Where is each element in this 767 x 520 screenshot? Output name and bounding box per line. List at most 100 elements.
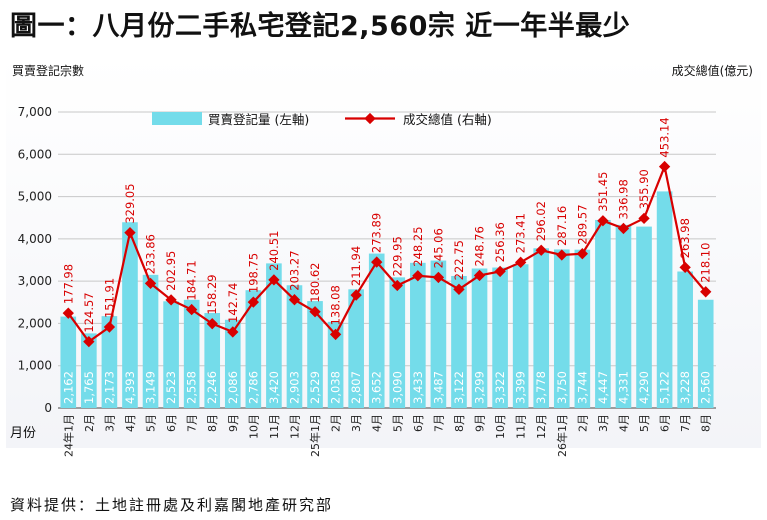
line-value-label: 273.41 [514, 213, 528, 253]
line-point [535, 244, 547, 256]
line-value-label: 211.94 [349, 246, 363, 286]
line-point [206, 318, 218, 330]
x-tick-label: 2月 [330, 414, 343, 432]
bar-value-label: 3,744 [575, 371, 589, 404]
x-tick-label: 8月 [206, 414, 219, 432]
bar-value-label: 3,122 [452, 371, 466, 404]
line-point [247, 296, 260, 308]
line-point [700, 286, 712, 298]
bar [533, 248, 550, 408]
bar [430, 260, 447, 408]
line-value-label: 180.62 [308, 263, 322, 303]
x-tick-label: 6月 [412, 414, 425, 432]
x-tick-label: 7月 [432, 414, 445, 432]
line-point [638, 212, 650, 225]
bar-value-label: 2,529 [308, 371, 322, 404]
bar [163, 301, 179, 408]
line-value-label: 351.45 [596, 171, 610, 211]
x-tick-label: 4月 [371, 414, 384, 432]
bar [101, 316, 118, 408]
bar-value-label: 2,558 [185, 371, 199, 404]
line-value-label: 203.27 [287, 250, 301, 290]
bar [636, 226, 652, 408]
line-point [514, 256, 527, 268]
line-point [185, 303, 198, 316]
bar-value-label: 1,765 [82, 371, 96, 404]
x-tick-label: 10月 [494, 414, 507, 439]
y-tick-label: 2,000 [18, 316, 52, 330]
bar-value-label: 4,393 [123, 371, 137, 404]
bar [245, 290, 262, 408]
x-tick-label: 8月 [700, 414, 713, 432]
bar-value-label: 3,299 [473, 371, 487, 404]
bar-value-label: 3,090 [390, 371, 404, 404]
legend-bar-label: 買賣登記量 (左軸) [208, 112, 309, 127]
line-point [473, 269, 486, 282]
bar [368, 253, 385, 408]
bar [595, 219, 611, 408]
bar [348, 289, 364, 408]
bar [677, 271, 693, 408]
y-tick-label: 5,000 [18, 190, 52, 204]
chart-title: 圖一：八月份二手私宅登記2,560宗 近一年半最少 [10, 11, 631, 42]
line-value-label: 336.98 [616, 179, 630, 219]
x-tick-label: 7月 [186, 414, 199, 432]
right-axis-label: 成交總值(億元) [671, 64, 753, 78]
bar-value-label: 2,246 [205, 371, 219, 404]
y-tick-label: 4,000 [18, 232, 52, 246]
line-value-label: 222.75 [452, 240, 466, 280]
bar-value-label: 2,173 [102, 371, 116, 404]
bar-value-label: 4,447 [596, 371, 610, 404]
x-tick-label: 7月 [679, 414, 692, 432]
line-point [268, 274, 280, 286]
x-tick-label: 12月 [535, 414, 548, 439]
bar [615, 224, 632, 408]
y-tick-label: 1,000 [18, 359, 52, 373]
line-point [165, 294, 177, 306]
line-value-label: 289.57 [575, 204, 589, 244]
bar-value-label: 3,322 [493, 371, 507, 404]
line-value-label: 263.98 [678, 218, 692, 258]
line-value-label: 158.29 [205, 274, 219, 314]
line-point [453, 283, 465, 295]
bar [224, 319, 241, 408]
line-value-label: 198.75 [246, 253, 260, 293]
line-point [144, 277, 157, 290]
bar [389, 277, 406, 408]
bar-value-label: 3,778 [534, 371, 548, 404]
bar-value-label: 3,399 [514, 371, 528, 404]
line-point [576, 248, 589, 260]
x-tick-label: 11月 [515, 414, 528, 439]
x-tick-label: 11月 [268, 414, 281, 439]
line-point [412, 270, 424, 282]
line-point [679, 261, 691, 274]
x-tick-label: 25年1月 [308, 414, 322, 457]
legend-bar-swatch [152, 112, 202, 125]
x-tick-label: 5月 [145, 414, 158, 432]
legend-line-marker [364, 112, 376, 125]
bar [122, 222, 138, 408]
line-value-label: 142.74 [226, 283, 240, 323]
line-value-label: 248.76 [473, 226, 487, 266]
line-value-label: 329.05 [123, 183, 137, 223]
line-point [597, 215, 609, 227]
y-tick-label: 3,000 [18, 274, 52, 288]
x-tick-label: 26年1月 [555, 414, 569, 457]
x-tick-label: 2月 [83, 414, 96, 432]
bar [574, 249, 591, 408]
line-value-label: 245.06 [431, 228, 445, 268]
bar [183, 299, 200, 408]
bar [697, 299, 714, 408]
x-tick-label: 5月 [391, 414, 404, 432]
bar-value-label: 4,331 [616, 371, 630, 404]
line-value-label: 151.91 [102, 278, 116, 318]
line-point [391, 279, 403, 292]
bar-value-label: 3,750 [555, 371, 569, 404]
bar-value-label: 4,290 [637, 371, 651, 404]
line-value-label: 233.86 [144, 234, 158, 274]
bar-value-label: 2,523 [164, 371, 178, 404]
left-axis-label: 買賣登記宗數 [12, 64, 85, 78]
bar-value-label: 3,228 [678, 371, 692, 404]
bar [656, 191, 673, 408]
